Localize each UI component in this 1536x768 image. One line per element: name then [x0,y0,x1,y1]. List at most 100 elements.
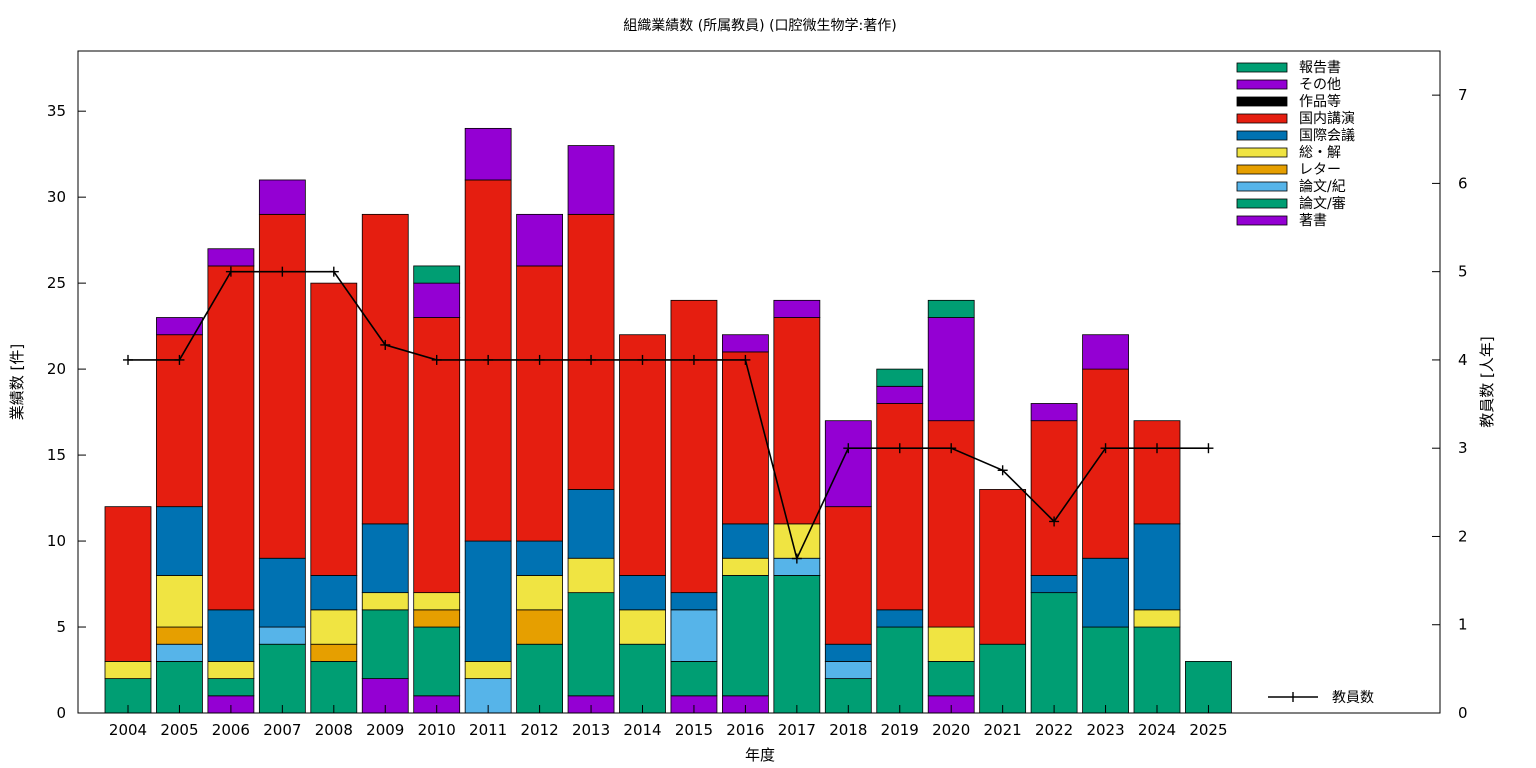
legend-swatch [1236,113,1288,124]
legend-entry: 著書 [1236,213,1327,229]
bar-segment [1082,334,1129,370]
teacher-count-point [946,443,957,454]
bar-segment [670,592,718,611]
bar-segment [722,351,769,525]
bar-segment [1133,523,1181,611]
x-tick-label: 2013 [572,721,610,739]
bar-segment [670,661,718,697]
bar-segment [207,661,255,680]
bar-segment [670,609,718,662]
legend-entry: 国内講演 [1236,111,1355,127]
bar-segment [773,575,821,714]
bar-segment [258,557,306,628]
x-axis-label: 年度 [745,746,775,764]
y2-tick-label: 5 [1458,263,1468,281]
bar-segment [619,334,666,576]
x-tick-label: 2023 [1086,721,1124,739]
legend-entry: 論文/審 [1236,196,1346,212]
x-tick-label: 2010 [418,721,456,739]
legend-swatch [1236,96,1288,107]
teacher-count-point [431,354,442,365]
teacher-count-point [586,354,597,365]
bar-segment [156,317,203,336]
bar-segment [927,299,975,318]
bar-segment [104,661,152,680]
bar-segment [1133,420,1181,525]
bar-segment [413,265,461,284]
x-tick-label: 2021 [984,721,1022,739]
bar-segment [1082,557,1129,628]
legend-label: その他 [1299,77,1341,93]
bar-segment [722,334,769,353]
teacher-count-point [1203,443,1214,454]
bar-segment [876,403,924,611]
y-axis-label: 業績数 [件] [8,344,26,420]
bar-segment [156,643,203,662]
teacher-count-point [997,465,1008,476]
bar-segment [361,609,409,680]
x-tick-label: 2004 [109,721,147,739]
bar-segment [413,282,461,318]
bar-segment [464,661,512,680]
bar-segment [567,145,615,215]
teacher-count-point [123,354,133,365]
legend-label: 論文/紀 [1299,179,1346,195]
bar-segment [824,643,872,662]
bar-segment [361,523,409,594]
bar-segment [464,540,512,662]
x-tick-label: 2016 [726,721,764,739]
bar-segment [258,626,306,645]
y2-tick-label: 7 [1458,86,1468,104]
x-tick-label: 2019 [881,721,919,739]
x-tick-label: 2015 [675,721,713,739]
teacher-count-point [791,553,802,564]
bar-segment [413,592,461,611]
bar-segment [824,661,872,680]
bar-segment [516,575,563,611]
legend-entry: 報告書 [1236,60,1341,76]
legend-entry: レター [1236,162,1341,178]
y-tick-label: 0 [56,704,66,722]
x-tick-label: 2014 [623,721,661,739]
teacher-count-point [894,443,905,454]
bar-segment [1185,661,1232,714]
bar-segment [1082,626,1129,714]
bar-segment [516,213,563,267]
teacher-count-point [740,354,751,365]
x-tick-label: 2018 [829,721,867,739]
legend-swatch [1236,164,1288,175]
y-tick-label: 15 [47,446,66,464]
teacher-count-point [174,354,185,365]
y-tick-label: 20 [47,360,66,378]
bar-segment [156,506,203,576]
bar-segment [310,643,358,662]
bar-segment [979,489,1027,645]
legend-label: 国内講演 [1299,111,1355,127]
line-layer [123,266,1214,564]
bar-segment [1030,592,1078,714]
y-tick-label: 5 [56,618,66,636]
bar-segment [773,299,821,318]
bar-segment [310,609,358,645]
teacher-count-point [225,266,236,277]
legend-swatch [1236,147,1288,158]
chart-title: 組織業績数 (所属教員) (口腔微生物学:著作) [623,18,896,34]
legend-label: 著書 [1299,213,1327,229]
x-tick-label: 2017 [778,721,816,739]
teacher-count-point [277,266,288,277]
bar-segment [876,368,924,387]
x-tick-label: 2012 [521,721,559,739]
y-tick-label: 10 [47,532,66,550]
legend-entry: 作品等 [1236,93,1341,110]
legend-label: 論文/審 [1299,196,1346,212]
x-tick-label: 2006 [212,721,250,739]
bar-segment [516,609,563,645]
bar-segment [722,575,769,697]
legend-entry: 論文/紀 [1236,179,1346,195]
legend-entry: 総・解 [1236,145,1341,161]
bar-segment [207,678,255,697]
bar-segment [207,609,255,662]
teacher-count-line [128,270,1209,561]
